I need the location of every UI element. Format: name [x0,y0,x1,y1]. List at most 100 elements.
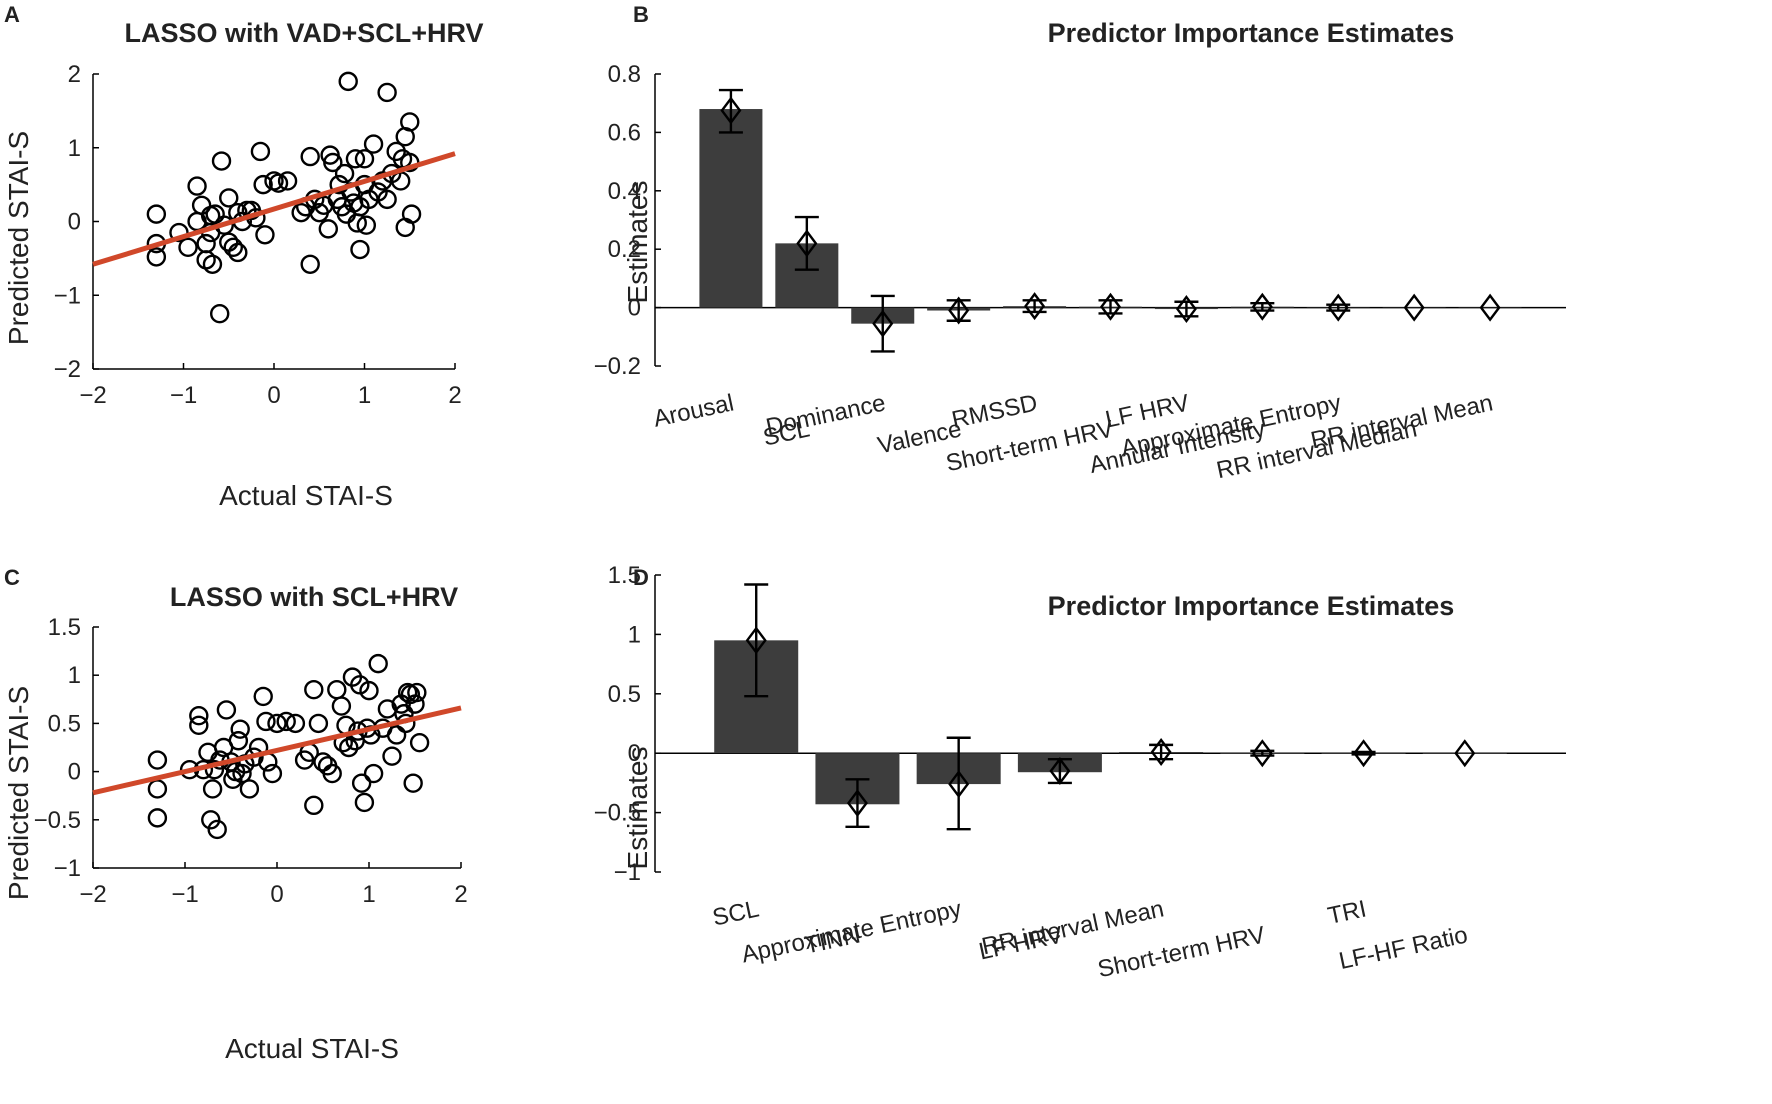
panel-b-y-tick-label: 0.8 [608,61,641,88]
panel-b-y-tick-label: 0.4 [608,178,641,205]
panel-c-point [253,686,273,707]
panel-b-marker [796,229,818,258]
panel-c-point [276,711,296,732]
panel-d-category-label: TRI [1325,895,1368,929]
panel-c-point [262,763,283,784]
panel-b-marker [1251,292,1273,321]
panel-c-point [202,779,223,799]
panel-c-point [267,713,287,734]
panel-a-y-tick-label: 0 [68,209,81,236]
panel-a-point [255,225,275,245]
panel-letter-a: A [4,2,20,27]
panel-b-marker [1100,292,1121,321]
panel-c-y-tick-label: 1.5 [48,614,81,641]
panel-c-point [382,746,402,766]
panel-c-ylabel: Predicted STAI-S [3,686,34,900]
panel-a-point [228,242,248,263]
panel-d-marker [1353,739,1375,768]
panel-b-bar [1382,307,1446,309]
panel-a-point [300,254,320,274]
panel-d-marker [1049,757,1071,786]
panel-d-marker [745,626,767,655]
panel-d-y-tick-label: 1 [628,621,641,648]
panel-a-point [223,237,243,258]
panel-c-point [198,742,218,763]
panel-c-fit-line [92,705,462,796]
panel-a-y-tick-label: −1 [54,282,81,309]
panel-a-point [196,233,216,254]
panel-b-category-label: RMSSD [949,389,1039,433]
panel-a-point [377,82,397,103]
panel-a-point [146,247,167,267]
panel-c: C LASSO with SCL+HRV −2 −1 0 1 2−1−0.500.511… [3,565,468,1064]
panel-a-point [318,219,338,239]
panel-c-point [407,682,427,703]
panel-c-y-tick-label: 0.5 [48,710,81,737]
panel-a-point [400,112,420,132]
panel-c-y-tick-label: −1 [54,855,81,882]
panel-d-marker [1150,738,1172,767]
panel-a-point [377,189,397,210]
panel-c-point [354,792,375,813]
panel-c-point [189,715,209,736]
panel-d: D Predictor Importance Estimates −1 −0.5 0… [594,562,1566,983]
panel-c-point [304,679,324,700]
panel-a-point [338,71,358,92]
panel-b-bar [699,109,763,308]
panel-b: B Predictor Importance Estimates −0.2 0 0.… [594,2,1566,484]
panel-c-point [359,680,379,701]
panel-b-marker [872,309,894,338]
panel-c-x-tick-label: 1 [362,881,375,908]
panel-a-point [209,303,230,324]
panel-a-point [169,222,189,243]
panel-c-point [232,763,252,784]
panel-b-y-tick-label: −0.2 [594,353,641,380]
panel-a-point [345,149,366,169]
panel-a-point [219,232,239,252]
panel-b-y-tick-label: 0.2 [608,236,641,263]
panel-a-point [211,151,232,171]
panel-d-category-label: LF-HF Ratio [1337,921,1470,975]
panel-c-point [147,779,168,799]
panel-a-ylabel: Predicted STAI-S [3,131,34,345]
panel-c-point [322,763,342,784]
panel-a-x-tick-label: 0 [267,382,280,409]
panel-b-marker [1327,293,1349,322]
panel-a-point [146,204,167,224]
panel-a-point [250,141,271,162]
panel-letter-d: D [633,565,649,590]
panel-c-y-tick-label: 0 [68,759,81,786]
panel-b-marker [720,96,742,125]
panel-b-title: Predictor Importance Estimates [1048,18,1455,48]
panel-d-marker [1454,739,1476,768]
panel-a-title: LASSO with VAD+SCL+HRV [124,18,483,48]
panel-c-point [351,773,372,793]
panel-a-point [219,188,239,208]
panel-c-x-tick-label: −2 [79,881,106,908]
panel-d-category-label: SCL [710,895,761,931]
panel-c-point [304,795,324,816]
panel-c-point [189,705,209,726]
panel-a-x-tick-label: 2 [448,382,461,409]
panel-d-marker [948,770,970,799]
panel-a-point [300,146,320,167]
panel-d-marker [1251,739,1273,768]
panel-d-title: Predictor Importance Estimates [1048,591,1455,621]
panel-d-y-tick-label: −0.5 [594,800,641,827]
panel-a-point [334,163,355,184]
panel-a-y-tick-label: 2 [68,61,81,88]
panel-letter-c: C [4,565,20,590]
panel-c-point [201,810,221,830]
panel-b-y-tick-label: 0 [628,295,641,322]
panel-a-point [268,173,289,193]
panel-c-point [368,653,388,674]
panel-d-bar [1422,753,1507,754]
panel-b-marker [948,296,970,325]
panel-a-point [354,149,375,169]
panel-a-point [363,134,384,154]
panel-c-point [147,808,168,828]
panel-c-point [308,713,329,734]
panel-a-point [202,254,223,274]
panel-b-y-tick-label: 0.6 [608,119,641,146]
